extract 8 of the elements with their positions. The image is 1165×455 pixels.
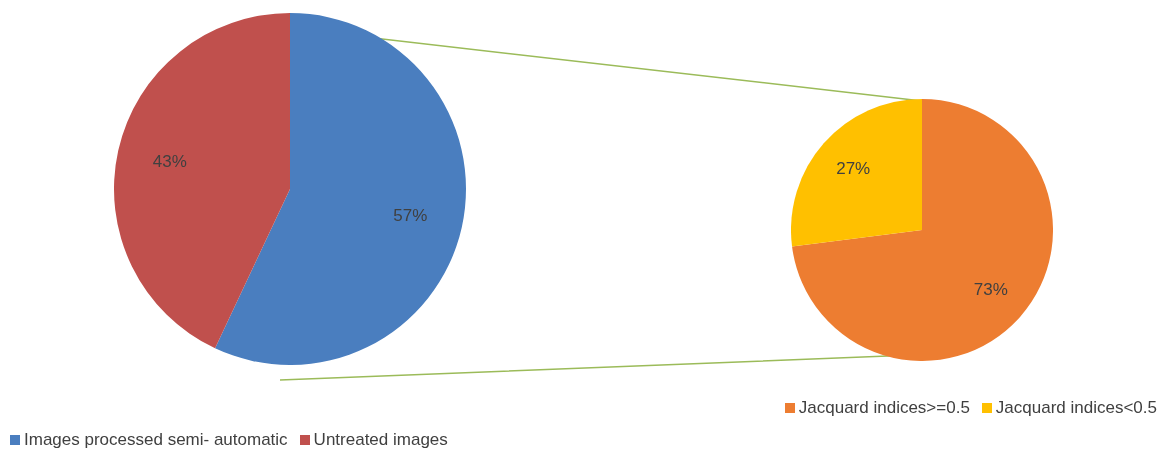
data-label: 27%	[836, 159, 871, 179]
data-label: 73%	[973, 280, 1008, 300]
legend-label: Jacquard indices<0.5	[995, 398, 1157, 418]
data-label: 57%	[393, 205, 428, 225]
data-label: 43%	[152, 151, 187, 171]
legend-label: Images processed semi- automatic	[24, 430, 288, 450]
legend-label: Untreated images	[313, 430, 448, 450]
legend-label: Jacquard indices>=0.5	[798, 398, 970, 418]
